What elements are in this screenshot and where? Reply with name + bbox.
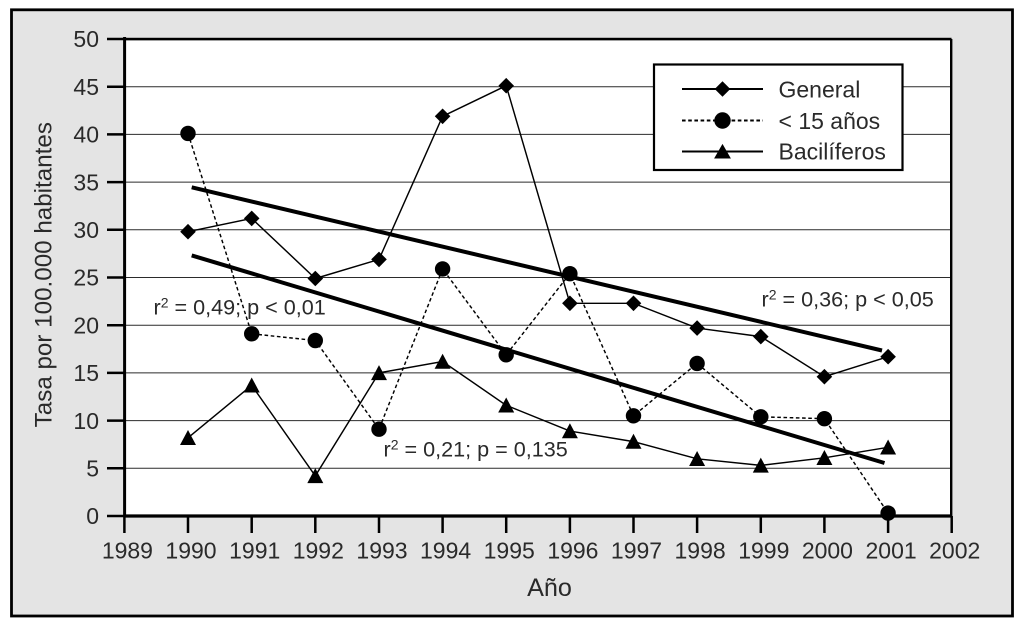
svg-text:< 15 años: < 15 años [779,108,881,134]
svg-text:30: 30 [73,217,99,243]
svg-text:1994: 1994 [420,538,471,564]
svg-text:r2 = 0,21; p = 0,135: r2 = 0,21; p = 0,135 [384,437,568,462]
svg-text:2000: 2000 [802,538,853,564]
svg-text:1993: 1993 [356,538,407,564]
svg-text:General: General [779,77,861,103]
svg-text:Bacilíferos: Bacilíferos [779,139,886,165]
svg-text:0: 0 [86,503,99,529]
svg-text:50: 50 [73,26,99,52]
svg-text:40: 40 [73,122,99,148]
svg-text:20: 20 [73,312,99,338]
svg-text:1989: 1989 [102,538,153,564]
svg-text:1990: 1990 [165,538,216,564]
svg-text:10: 10 [73,408,99,434]
svg-text:1998: 1998 [675,538,726,564]
svg-text:2001: 2001 [866,538,917,564]
svg-text:1995: 1995 [484,538,535,564]
svg-text:Año: Año [527,574,572,602]
svg-text:r2 = 0,36; p < 0,05: r2 = 0,36; p < 0,05 [762,287,934,312]
svg-text:2002: 2002 [929,538,980,564]
svg-text:Tasa por 100.000 habitantes: Tasa por 100.000 habitantes [30,122,57,427]
svg-text:r2 = 0,49; p < 0,01: r2 = 0,49; p < 0,01 [154,295,326,320]
svg-text:5: 5 [86,456,99,482]
svg-text:1991: 1991 [229,538,280,564]
svg-text:45: 45 [73,74,99,100]
svg-text:25: 25 [73,265,99,291]
svg-text:1992: 1992 [293,538,344,564]
svg-text:1996: 1996 [547,538,598,564]
svg-text:1997: 1997 [611,538,662,564]
svg-text:15: 15 [73,360,99,386]
svg-text:35: 35 [73,169,99,195]
svg-text:1999: 1999 [738,538,789,564]
